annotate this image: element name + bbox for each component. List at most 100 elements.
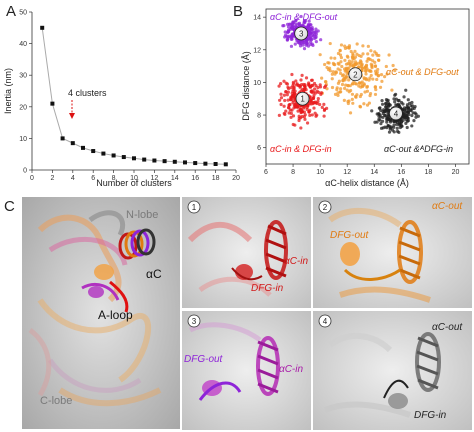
chart-b-point (323, 79, 328, 84)
chart-a-point (152, 158, 157, 163)
chart-b-point (358, 94, 362, 99)
chart-b-point (370, 109, 374, 113)
chart-b-point (353, 55, 358, 59)
chart-b-point (316, 90, 321, 94)
chart-a-point (162, 159, 167, 164)
chart-b-point (291, 21, 295, 25)
chart-b-point (337, 79, 341, 83)
chart-b-point (327, 61, 331, 65)
chart-b-point (285, 82, 290, 86)
chart-b-point (289, 35, 293, 39)
chart-b-point (328, 41, 332, 46)
chart-b-point (291, 114, 296, 118)
chart-b-point (293, 123, 297, 127)
chart-a-xtick-label: 12 (151, 175, 159, 182)
chart-b-point (386, 107, 390, 111)
chart-b-ytick-label: 10 (253, 80, 261, 87)
chart-b-point (279, 96, 284, 100)
chart-b-point (293, 42, 297, 46)
chart-b-point (307, 81, 311, 85)
chart-b-point (346, 55, 350, 59)
chart-b-point (303, 117, 307, 121)
chart-b-point (394, 92, 398, 96)
chart-b-point (283, 112, 287, 116)
chart-a-point (101, 151, 106, 156)
chart-b-point (402, 111, 406, 115)
chart-b-point (333, 56, 337, 60)
chart-b-point (348, 62, 352, 66)
chart-b-point (334, 70, 339, 75)
chart-b-xtick-label: 16 (397, 169, 405, 176)
chart-b-point (343, 76, 348, 80)
chart-b-point (339, 43, 344, 47)
chart-b-point (360, 84, 364, 88)
subpanel-3-label-1: DFG-out (184, 354, 224, 365)
chart-b-point (375, 77, 379, 82)
chart-b-point (393, 119, 397, 123)
chart-a-xtick-label: 6 (91, 175, 95, 182)
chart-b-point (282, 93, 286, 97)
chart-b-ytick-label: 6 (257, 145, 261, 152)
chart-b-point (294, 79, 298, 83)
chart-b-point (341, 73, 346, 77)
chart-a-xtick-label: 0 (30, 175, 34, 182)
chart-b-point (308, 108, 312, 112)
chart-b-point (347, 44, 352, 48)
chart-b-point (299, 126, 303, 130)
chart-b-point (350, 92, 355, 96)
chart-b-point (393, 69, 397, 73)
chart-b-point (300, 110, 305, 114)
subpanel-3-number: 3 (192, 317, 197, 326)
chart-a-xtick-label: 2 (50, 175, 54, 182)
chart-b-point (286, 90, 290, 94)
chart-b-point (343, 58, 347, 62)
subpanel-4-number: 4 (323, 317, 328, 326)
chart-b-point (318, 85, 323, 89)
chart-b-point (343, 86, 347, 90)
chart-b-point (322, 114, 326, 118)
chart-b-point (278, 98, 282, 102)
chart-b-point (282, 104, 286, 108)
chart-b-point (347, 67, 351, 71)
chart-b-point (290, 108, 294, 112)
chart-b-point (379, 126, 384, 130)
chart-b-cluster-badge (294, 26, 309, 41)
chart-b-point (340, 64, 344, 69)
chart-b-point (343, 46, 348, 51)
chart-b-point (311, 96, 315, 101)
chart-b-cluster-number: 1 (300, 95, 305, 104)
chart-b-point (308, 84, 312, 89)
chart-b-point (391, 63, 395, 68)
chart-a-points (40, 25, 228, 167)
chart-b-point (283, 98, 287, 103)
chart-b-point (380, 79, 384, 83)
chart-b-point (405, 125, 409, 130)
chart-b-point (386, 117, 391, 122)
chart-b-point (318, 53, 322, 57)
chart-b-point (305, 121, 310, 125)
chart-b-xtick-label: 12 (343, 169, 351, 176)
chart-b-point (323, 62, 327, 67)
chart-b-point (371, 77, 375, 81)
chart-b-point (307, 19, 311, 23)
chart-b-point (404, 88, 408, 92)
chart-b-point (302, 21, 306, 25)
chart-b-point (396, 98, 400, 103)
chart-b-point (320, 105, 324, 110)
chart-b-point (406, 98, 410, 102)
chart-b-point (382, 108, 386, 112)
chart-b-point (296, 104, 300, 108)
chart-b-point (305, 105, 309, 109)
chart-b-point (338, 87, 343, 91)
chart-b-point (365, 59, 369, 63)
chart-b-point (387, 53, 391, 57)
chart-b-point (401, 102, 405, 106)
chart-b-point (333, 92, 338, 97)
chart-b-ytick-label: 12 (253, 47, 261, 54)
chart-b-point (410, 100, 414, 105)
chart-b-point (277, 113, 281, 117)
chart-b-point (390, 88, 394, 92)
chart-b-point (404, 121, 408, 125)
chart-a-ytick-label: 20 (19, 104, 27, 111)
